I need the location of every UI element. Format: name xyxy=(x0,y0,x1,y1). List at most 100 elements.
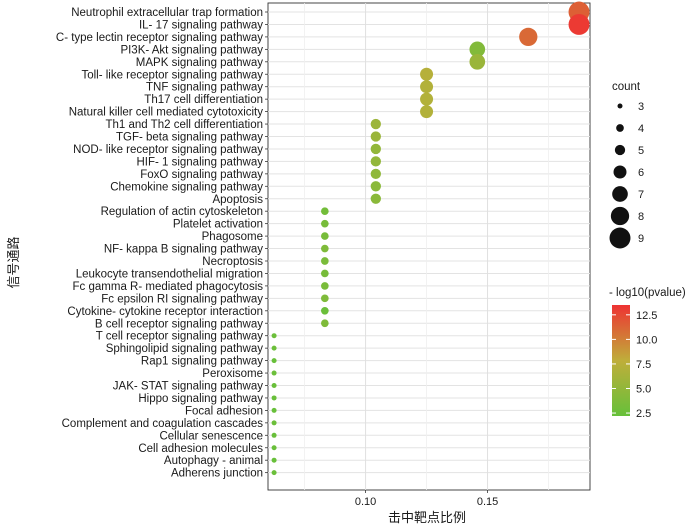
data-point xyxy=(271,432,277,438)
y-tick-label: Fc epsilon RI signaling pathway xyxy=(101,293,263,305)
data-point xyxy=(321,219,329,228)
y-tick-label: Phagosome xyxy=(202,231,263,243)
y-tick-label: T cell receptor signaling pathway xyxy=(96,331,264,343)
data-point xyxy=(271,445,277,451)
data-point xyxy=(321,244,329,253)
y-tick-label: B cell receptor signaling pathway xyxy=(95,318,263,330)
data-point xyxy=(370,143,381,155)
size-legend-key xyxy=(610,206,630,226)
y-tick-label: Autophagy - animal xyxy=(164,455,263,467)
size-legend-label: 9 xyxy=(638,233,644,245)
data-point xyxy=(271,358,277,364)
y-tick-label: MAPK signaling pathway xyxy=(136,57,263,69)
y-tick-label: Regulation of actin cytoskeleton xyxy=(101,206,263,218)
size-legend-key xyxy=(612,186,628,202)
color-legend-label: 7.5 xyxy=(636,359,651,371)
y-tick-label: PI3K- Akt signaling pathway xyxy=(120,44,263,56)
size-legend-key xyxy=(613,165,627,179)
y-tick-label: Cell adhesion molecules xyxy=(138,443,263,455)
y-tick-label: Apoptosis xyxy=(212,194,263,206)
y-tick-label: TGF- beta signaling pathway xyxy=(116,132,263,144)
data-point xyxy=(271,333,277,339)
y-tick-label: Toll- like receptor signaling pathway xyxy=(81,69,263,81)
y-tick-label: Th17 cell differentiation xyxy=(144,94,263,106)
data-point xyxy=(321,269,329,278)
data-point xyxy=(321,282,329,290)
data-point xyxy=(370,168,381,180)
data-point xyxy=(568,13,590,35)
y-tick-label: NF- kappa B signaling pathway xyxy=(104,244,263,256)
y-tick-label: IL- 17 signaling pathway xyxy=(139,19,263,31)
data-point xyxy=(370,131,381,142)
data-point xyxy=(469,41,486,58)
y-tick-label: HIF- 1 signaling pathway xyxy=(136,156,263,168)
data-point xyxy=(321,306,329,315)
color-legend: - log10(pvalue) 2.5 5.0 7.5 10.0 12.5 xyxy=(609,287,686,420)
y-tick-label: Natural killer cell mediated cytotoxicit… xyxy=(69,107,264,119)
data-point xyxy=(321,257,329,265)
size-legend-label: 3 xyxy=(638,101,644,113)
data-point xyxy=(321,232,329,240)
color-legend-title: - log10(pvalue) xyxy=(609,287,686,299)
y-tick-label: Hippo signaling pathway xyxy=(138,393,263,405)
data-point xyxy=(321,294,329,303)
size-legend-label: 8 xyxy=(638,211,644,223)
y-tick-label: Cytokine- cytokine receptor interaction xyxy=(67,306,263,318)
y-tick-label: Adherens junction xyxy=(171,468,263,480)
data-point xyxy=(370,181,381,192)
data-point xyxy=(321,207,329,216)
y-tick-label: Chemokine signaling pathway xyxy=(110,181,263,193)
size-legend-label: 4 xyxy=(638,123,644,135)
x-axis-ticks: 0.10 0.15 xyxy=(355,490,498,508)
y-tick-label: Sphingolipid signaling pathway xyxy=(106,343,264,355)
data-point xyxy=(420,105,434,119)
color-legend-label: 12.5 xyxy=(636,310,657,322)
y-tick-label: JAK- STAT signaling pathway xyxy=(113,381,263,393)
y-axis-title: 信号通路 xyxy=(6,236,22,288)
data-point xyxy=(519,27,538,47)
y-tick-label: Cellular senescence xyxy=(159,430,263,442)
x-axis-title: 击中靶点比例 xyxy=(388,511,466,526)
size-legend-key xyxy=(609,227,631,249)
data-point xyxy=(271,407,277,413)
data-point xyxy=(321,319,329,328)
y-tick-label: Fc gamma R- mediated phagocytosis xyxy=(73,281,264,293)
data-points xyxy=(271,1,590,476)
data-point xyxy=(469,53,486,70)
y-tick-label: Necroptosis xyxy=(202,256,263,268)
y-tick-label: Rap1 signaling pathway xyxy=(141,356,263,368)
size-legend-key xyxy=(617,103,623,109)
data-point xyxy=(271,383,277,388)
data-point xyxy=(420,92,434,106)
y-tick-label: Focal adhesion xyxy=(185,405,263,417)
data-point xyxy=(370,118,381,130)
size-legend-key xyxy=(616,124,624,132)
size-legend-label: 7 xyxy=(638,189,644,201)
y-tick-label: TNF signaling pathway xyxy=(146,82,263,94)
y-tick-label: Platelet activation xyxy=(173,219,263,231)
color-legend-label: 2.5 xyxy=(636,408,651,420)
y-tick-label: FoxO signaling pathway xyxy=(140,169,263,181)
data-point xyxy=(271,345,277,351)
data-point xyxy=(271,457,277,463)
data-point xyxy=(370,156,381,167)
color-legend-label: 5.0 xyxy=(636,383,651,395)
data-point xyxy=(271,470,277,476)
y-tick-label: Leukocyte transendothelial migration xyxy=(76,268,263,280)
data-point xyxy=(271,420,277,426)
y-tick-label: Complement and coagulation cascades xyxy=(62,418,264,430)
data-point xyxy=(271,395,277,401)
x-tick-label: 0.15 xyxy=(477,496,498,508)
y-tick-label: Neutrophil extracellular trap formation xyxy=(71,7,263,19)
data-point xyxy=(370,193,381,204)
color-legend-label: 10.0 xyxy=(636,334,657,346)
size-legend-key xyxy=(614,144,626,156)
y-tick-label: NOD- like receptor signaling pathway xyxy=(73,144,263,156)
y-tick-label: Th1 and Th2 cell differentiation xyxy=(106,119,264,131)
data-point xyxy=(420,80,434,94)
y-axis-tick-labels: Neutrophil extracellular trap formationI… xyxy=(56,7,268,480)
data-point xyxy=(420,67,434,81)
data-point xyxy=(271,370,277,376)
